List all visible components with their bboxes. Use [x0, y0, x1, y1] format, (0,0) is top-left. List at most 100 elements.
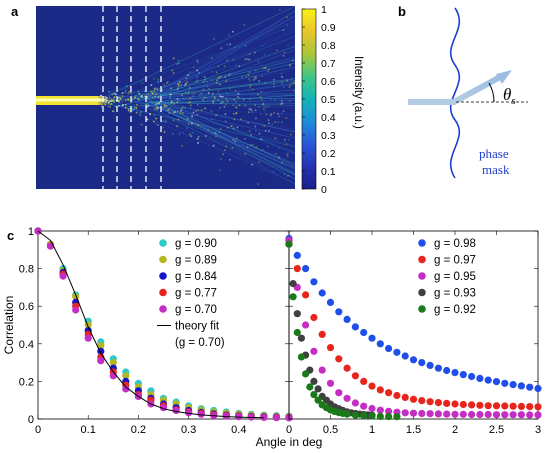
scatter-ray: [147, 104, 295, 147]
speckle: [127, 108, 130, 110]
series-g-0-97: [285, 236, 542, 411]
arrow-head: [496, 70, 512, 84]
speckle: [281, 76, 284, 78]
speckle: [188, 91, 190, 93]
speckle: [119, 98, 122, 101]
speckle: [231, 125, 233, 127]
data-point: [122, 385, 130, 393]
data-point: [297, 334, 305, 342]
data-point: [484, 376, 492, 384]
speckle: [204, 79, 206, 81]
data-point: [443, 366, 451, 375]
speckle: [242, 98, 245, 101]
speckle: [187, 74, 189, 76]
speckle: [115, 94, 118, 96]
speckle: [212, 101, 214, 104]
speckle: [204, 107, 206, 110]
data-point: [509, 411, 517, 419]
speckle: [199, 94, 201, 97]
speckle: [173, 102, 175, 105]
speckle: [187, 123, 190, 125]
legend-marker: [159, 239, 167, 247]
speckle: [263, 109, 266, 112]
speckle: [270, 98, 272, 100]
speckle: [281, 102, 284, 104]
speckle: [203, 96, 206, 99]
speckle: [265, 105, 268, 108]
speckle: [238, 104, 241, 107]
speckle: [232, 104, 235, 106]
speckle: [275, 137, 277, 139]
speckle: [270, 114, 272, 117]
scatter-ray: [143, 15, 295, 100]
speckle: [127, 98, 129, 101]
speckle: [176, 63, 178, 65]
speckle: [164, 105, 166, 108]
speckle: [163, 104, 166, 107]
speckle: [252, 79, 255, 81]
correlation-plot-2: 0 0.5 1 1.5 2 2.5 3g = 0.98g = 0.97g = 0.95g =…: [285, 230, 542, 436]
speckle: [186, 127, 188, 129]
speckle: [264, 82, 266, 84]
speckle: [121, 92, 124, 94]
speckle: [157, 78, 159, 81]
speckle: [172, 133, 174, 135]
speckle: [146, 105, 148, 108]
data-point: [351, 372, 359, 380]
speckle: [155, 117, 157, 120]
scatter-ray: [157, 78, 295, 97]
speckle: [184, 91, 187, 94]
data-point: [509, 381, 517, 389]
scatter-ray: [150, 102, 295, 174]
speckle: [268, 122, 270, 124]
speckle: [210, 57, 213, 59]
speckle: [219, 83, 221, 86]
scatter-ray: [154, 48, 295, 106]
speckle: [264, 66, 267, 69]
speckle: [110, 100, 113, 102]
data-point: [335, 389, 343, 397]
speckle: [167, 101, 169, 104]
series-g-0-98: [285, 234, 542, 393]
speckle: [161, 89, 163, 92]
speckle: [261, 45, 263, 47]
speckle: [172, 119, 175, 122]
data-point: [459, 400, 467, 409]
speckle: [273, 83, 275, 85]
series-g-0-95: [285, 236, 542, 419]
speckle: [262, 107, 265, 110]
x-tick-label: 0: [286, 424, 292, 436]
speckle: [167, 109, 169, 111]
speckle: [156, 108, 159, 110]
speckle: [288, 100, 291, 102]
data-point: [492, 378, 501, 386]
data-point: [343, 394, 351, 402]
legend-marker: [159, 305, 167, 313]
speckle: [190, 135, 193, 137]
data-point: [368, 404, 376, 413]
data-point: [343, 315, 351, 323]
speckle: [191, 115, 193, 118]
colorbar-tick-label: 0.8: [321, 40, 336, 52]
speckle: [113, 96, 116, 98]
data-point: [434, 399, 442, 407]
scatter-ray: [154, 106, 295, 164]
data-point: [318, 366, 326, 374]
scatter-ray: [158, 100, 295, 153]
scatter-ray: [160, 82, 295, 105]
legend-marker: [418, 239, 426, 247]
scatter-ray: [147, 95, 295, 180]
speckle: [228, 34, 230, 37]
speckle: [107, 105, 109, 107]
legend-marker: [159, 255, 167, 264]
legend-entry: g = 0.95: [434, 271, 476, 283]
speckle: [154, 108, 156, 110]
speckle: [154, 95, 156, 98]
speckle: [182, 97, 185, 100]
speckle: [232, 59, 234, 61]
speckle: [216, 79, 218, 82]
speckle: [242, 98, 245, 101]
speckle: [122, 104, 124, 106]
mask-label-2: mask: [482, 162, 510, 177]
